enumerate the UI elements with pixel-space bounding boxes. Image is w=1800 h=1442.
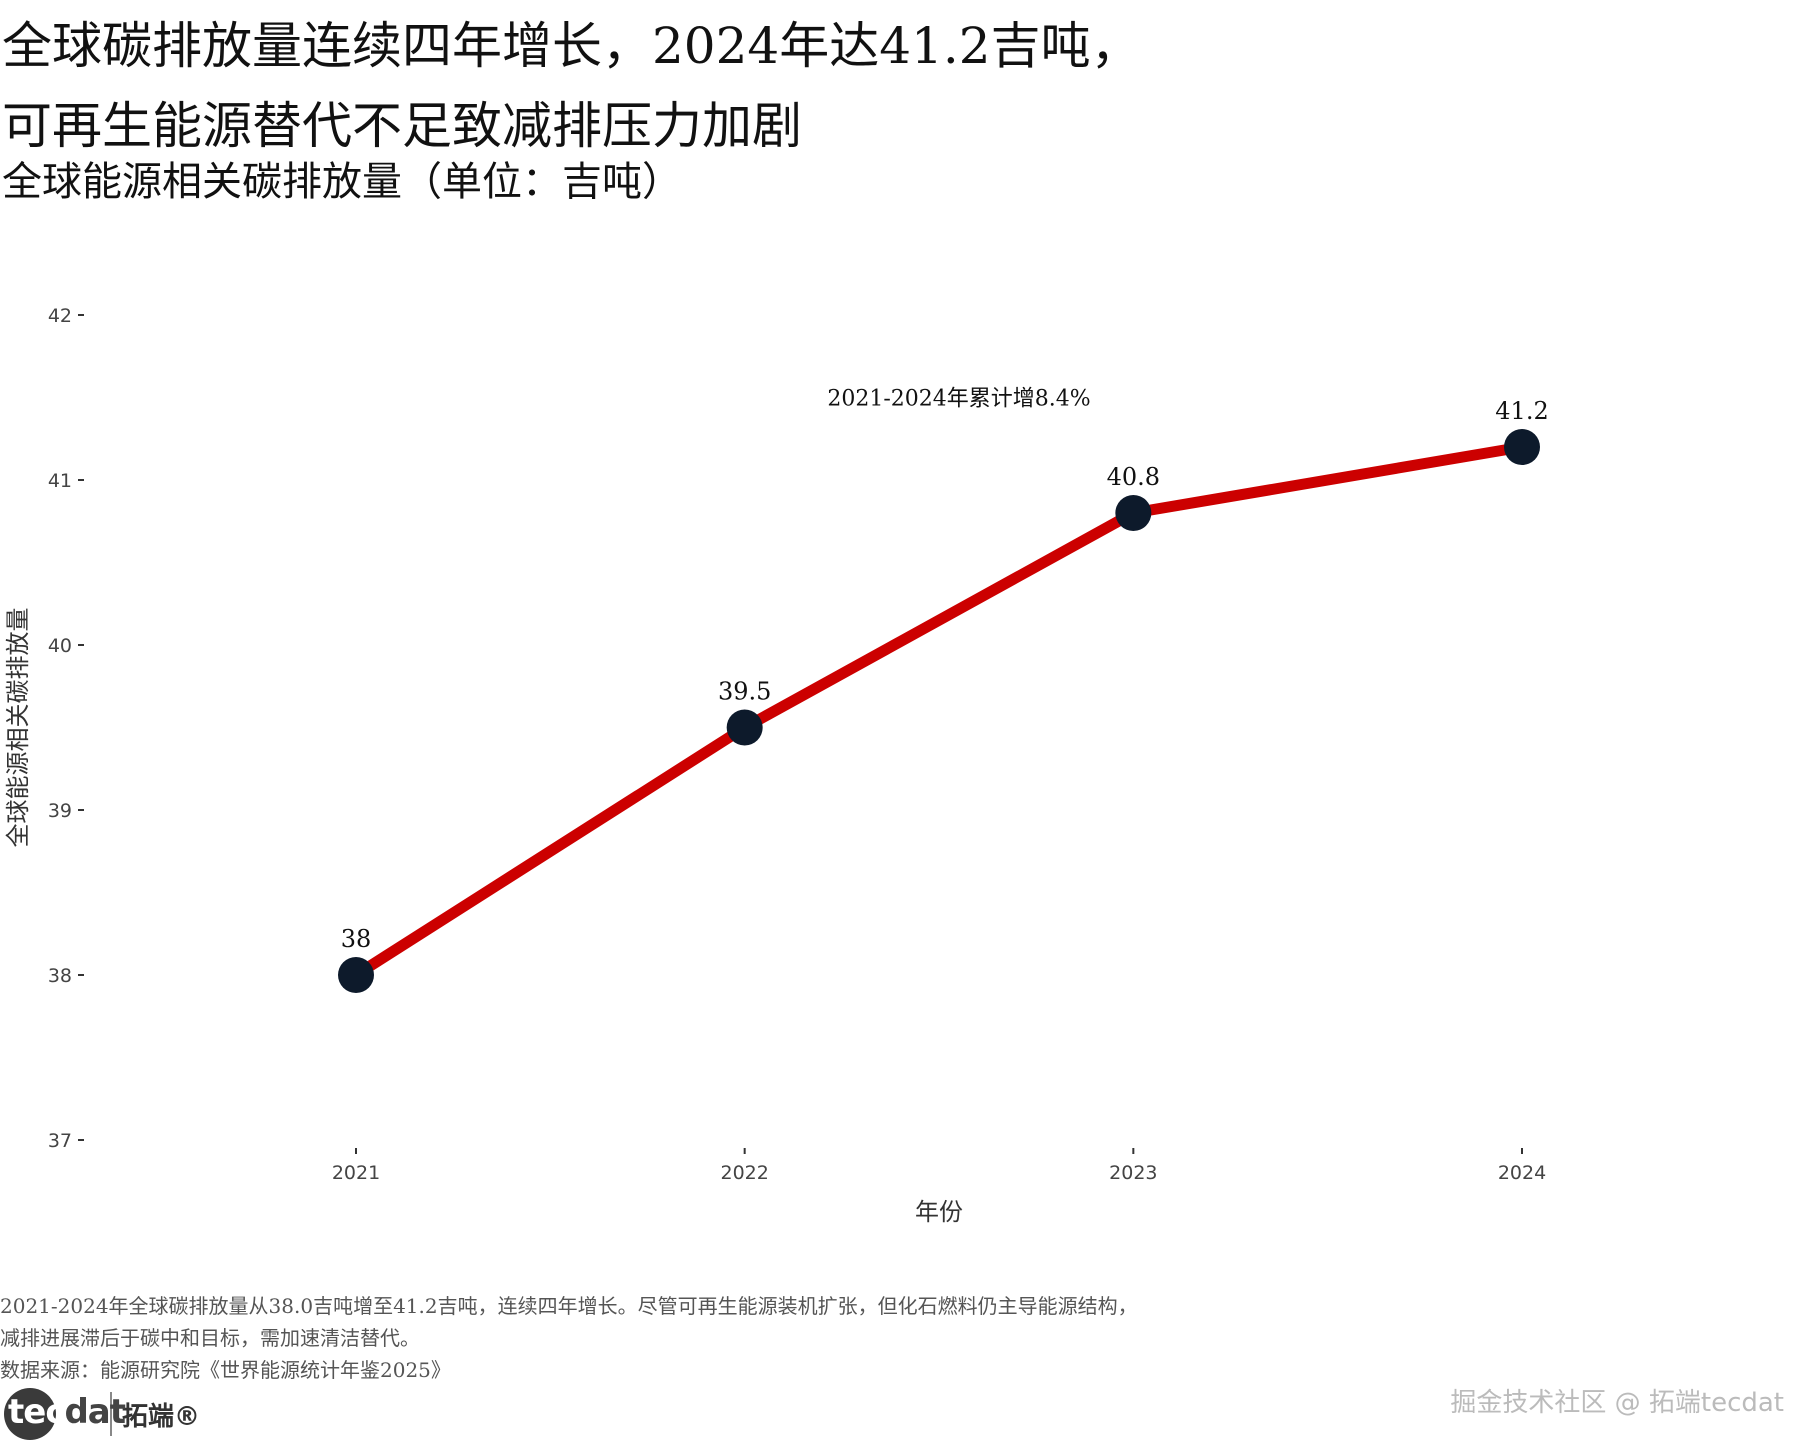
chart-subtitle: 全球能源相关碳排放量（单位：吉吨）	[2, 159, 682, 205]
data-point	[726, 709, 763, 746]
x-tick-label: 2023	[1109, 1162, 1157, 1184]
data-label: 39.5	[718, 678, 771, 706]
line-chart: 37 38 39 40 41 42 2021 2022 2023 2024 38 39.5 40.8…	[4, 305, 1549, 1226]
y-tick-label: 42	[48, 305, 72, 327]
chart-annotation: 2021-2024年累计增8.4%	[827, 387, 1090, 412]
data-point	[338, 957, 374, 993]
logo-chinese-name: 拓端®	[122, 1401, 201, 1432]
chart-title: 全球碳排放量连续四年增长，2024年达41.2吉吨， 可再生能源替代不足致减排压…	[2, 6, 1141, 166]
logo-divider	[110, 1392, 112, 1436]
y-tick-label: 39	[48, 800, 72, 822]
chart-caption: 2021-2024年全球碳排放量从38.0吉吨增至41.2吉吨，连续四年增长。尽…	[0, 1290, 1138, 1386]
y-tick-label: 38	[48, 965, 72, 987]
x-axis: 2021 2022 2023 2024	[332, 1148, 1546, 1184]
series-line	[350, 441, 1528, 981]
y-axis: 37 38 39 40 41 42	[48, 305, 84, 1152]
y-axis-label: 全球能源相关碳排放量	[4, 608, 32, 848]
data-label: 41.2	[1495, 397, 1548, 425]
y-tick-label: 41	[48, 470, 72, 492]
title-line-1: 全球碳排放量连续四年增长，2024年达41.2吉吨，	[2, 17, 1141, 75]
x-tick-label: 2022	[720, 1162, 768, 1184]
y-tick-label: 37	[48, 1130, 72, 1152]
caption-line-2: 减排进展滞后于碳中和目标，需加速清洁替代。	[0, 1326, 420, 1350]
tecdat-logo: tecdat 拓端®	[4, 1386, 200, 1442]
data-source: 数据来源：能源研究院《世界能源统计年鉴2025》	[0, 1358, 451, 1382]
data-point	[1115, 495, 1152, 531]
data-point	[1504, 429, 1540, 465]
plot-area: 38 39.5 40.8 41.2	[338, 397, 1549, 993]
x-tick-label: 2024	[1498, 1162, 1546, 1184]
logo-wordmark: tecdat	[8, 1392, 126, 1432]
title-line-2: 可再生能源替代不足致减排压力加剧	[2, 97, 802, 155]
data-label: 38	[341, 925, 372, 953]
x-axis-label: 年份	[915, 1198, 963, 1226]
caption-line-1: 2021-2024年全球碳排放量从38.0吉吨增至41.2吉吨，连续四年增长。尽…	[0, 1294, 1138, 1318]
x-tick-label: 2021	[332, 1162, 380, 1184]
watermark: 掘金技术社区 @ 拓端tecdat	[1450, 1388, 1784, 1418]
logo-circle: tecdat	[4, 1388, 126, 1440]
y-tick-label: 40	[48, 635, 72, 657]
data-label: 40.8	[1107, 463, 1160, 491]
